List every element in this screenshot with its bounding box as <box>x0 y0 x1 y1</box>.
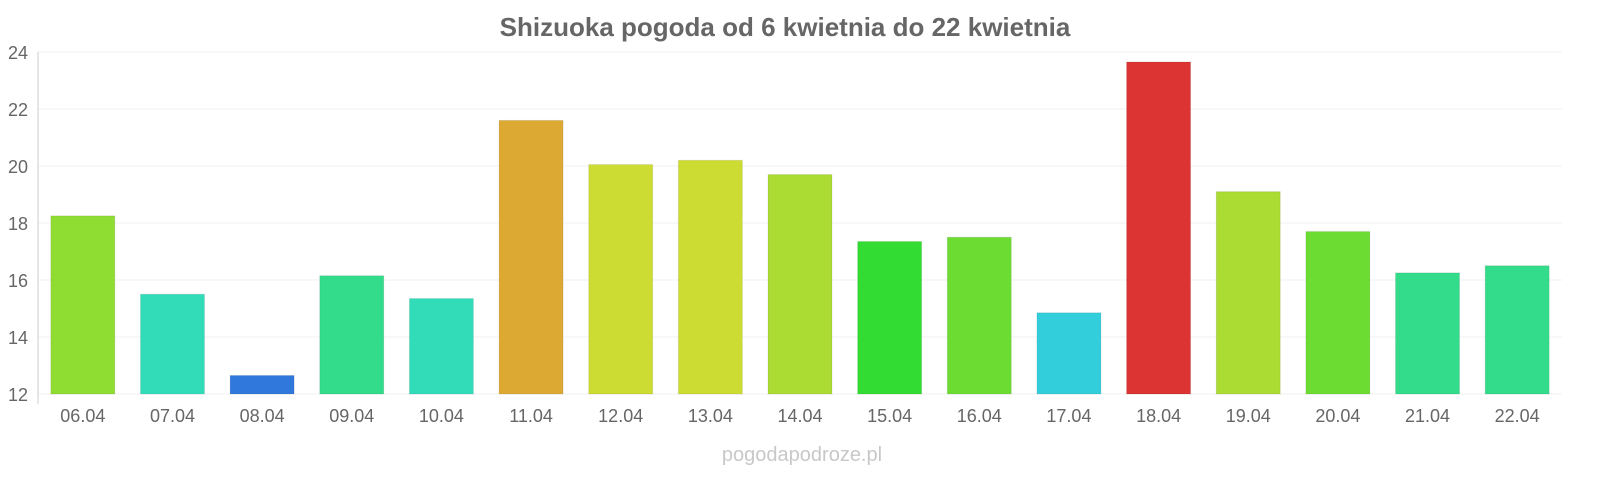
bar-15.04[interactable] <box>857 241 923 395</box>
bar-09.04[interactable] <box>319 275 385 395</box>
bar-18.04[interactable] <box>1126 61 1192 395</box>
x-tick-label: 12.04 <box>598 406 643 426</box>
chart-title: Shizuoka pogoda od 6 kwietnia do 22 kwie… <box>500 12 1071 42</box>
x-tick-label: 21.04 <box>1405 406 1450 426</box>
y-tick-label: 18 <box>8 214 28 234</box>
x-tick-label: 16.04 <box>957 406 1002 426</box>
y-tick-label: 22 <box>8 100 28 120</box>
y-tick-label: 24 <box>8 43 28 63</box>
x-tick-label: 19.04 <box>1226 406 1271 426</box>
bar-08.04[interactable] <box>229 374 295 395</box>
x-tick-label: 18.04 <box>1136 406 1181 426</box>
watermark: pogodapodroze.pl <box>722 444 882 466</box>
bar-06.04[interactable] <box>50 215 116 395</box>
bar-13.04[interactable] <box>677 159 743 395</box>
bar-10.04[interactable] <box>408 298 474 395</box>
x-tick-label: 09.04 <box>329 406 374 426</box>
x-tick-label: 20.04 <box>1315 406 1360 426</box>
bar-21.04[interactable] <box>1395 272 1461 395</box>
bar-14.04[interactable] <box>767 174 833 395</box>
bar-12.04[interactable] <box>588 164 654 395</box>
y-tick-label: 20 <box>8 157 28 177</box>
y-tick-label: 16 <box>8 271 28 291</box>
bar-11.04[interactable] <box>498 119 564 395</box>
x-tick-label: 22.04 <box>1495 406 1540 426</box>
bar-20.04[interactable] <box>1305 231 1371 395</box>
x-tick-label: 11.04 <box>509 406 553 426</box>
bar-19.04[interactable] <box>1215 191 1281 395</box>
x-tick-label: 15.04 <box>867 406 912 426</box>
x-tick-label: 10.04 <box>419 406 464 426</box>
bar-07.04[interactable] <box>139 293 205 395</box>
y-tick-label: 14 <box>8 328 28 348</box>
x-tick-label: 14.04 <box>777 406 822 426</box>
x-tick-label: 13.04 <box>688 406 733 426</box>
bar-17.04[interactable] <box>1036 312 1102 395</box>
y-tick-label: 12 <box>8 385 28 405</box>
bar-16.04[interactable] <box>946 236 1012 395</box>
x-tick-label: 08.04 <box>240 406 285 426</box>
x-tick-label: 07.04 <box>150 406 195 426</box>
x-tick-label: 17.04 <box>1046 406 1091 426</box>
x-tick-label: 06.04 <box>60 406 105 426</box>
bar-22.04[interactable] <box>1484 265 1550 395</box>
